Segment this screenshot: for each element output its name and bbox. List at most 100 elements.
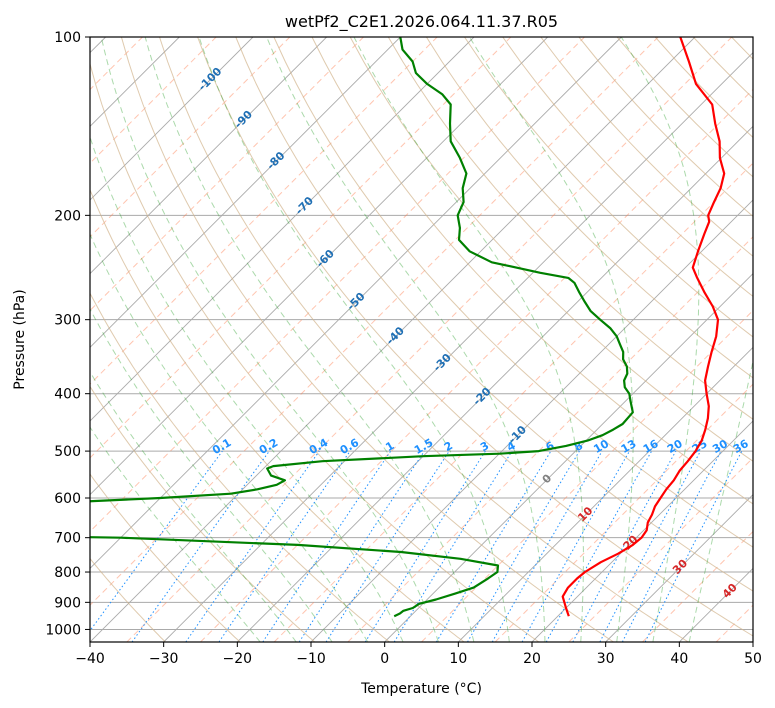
dry-adiabat-line bbox=[90, 188, 465, 642]
isotherm-gridline bbox=[384, 273, 753, 642]
isotherm-gridline bbox=[90, 37, 327, 275]
mixing-ratio-line bbox=[393, 450, 513, 642]
isotherm-dashed-line bbox=[494, 383, 753, 642]
y-tick-label: 500 bbox=[54, 444, 81, 460]
mixing-ratio-label: 1 bbox=[383, 439, 396, 454]
isotherm-label: -60 bbox=[314, 247, 337, 270]
moist-adiabat-line bbox=[90, 232, 369, 642]
isotherm-dashed-line bbox=[90, 37, 291, 238]
moist-adiabat-line bbox=[353, 37, 584, 642]
mixing-ratio-label: 10 bbox=[591, 437, 611, 456]
mixing-ratio-line bbox=[298, 450, 425, 642]
mixing-ratio-line bbox=[545, 450, 653, 642]
dry-adiabat-line bbox=[273, 37, 753, 548]
mixing-ratio-line bbox=[435, 450, 552, 642]
isotherm-gridline bbox=[310, 199, 753, 642]
x-tick-label: −30 bbox=[149, 651, 179, 667]
isotherm-dashed-line bbox=[126, 37, 733, 642]
mixing-ratio-label: 3 bbox=[478, 439, 491, 454]
mixing-ratio-line bbox=[218, 450, 351, 642]
dry-adiabat-line bbox=[90, 62, 540, 642]
isotherm-gridline bbox=[237, 125, 753, 642]
mixing-ratio-label: 6 bbox=[544, 439, 557, 454]
isotherm-gridline bbox=[90, 37, 401, 348]
dry-adiabat-line bbox=[120, 37, 614, 642]
mixing-ratio-line bbox=[644, 450, 743, 642]
isotherm-gridline bbox=[605, 494, 753, 642]
isotherm-dashed-line bbox=[90, 37, 585, 533]
isotherm-dashed-line bbox=[0, 37, 69, 642]
dry-adiabat-line bbox=[349, 37, 753, 462]
isotherm-label: 10 bbox=[575, 504, 595, 524]
x-tick-label: −10 bbox=[296, 651, 326, 667]
moist-adiabat-line bbox=[198, 37, 510, 642]
isotherm-dashed-line bbox=[642, 530, 753, 642]
mixing-ratio-label: 30 bbox=[710, 437, 730, 456]
dewpoint-profile-line bbox=[90, 37, 634, 618]
mixing-ratio-line bbox=[364, 450, 486, 642]
mixing-ratio-label: 16 bbox=[641, 437, 661, 456]
dry-adiabat-line bbox=[159, 37, 689, 642]
plot-frame bbox=[89, 36, 754, 643]
moist-adiabat-line bbox=[688, 358, 753, 642]
isotherm-gridline bbox=[163, 52, 753, 642]
isotherm-label: -20 bbox=[470, 385, 493, 408]
y-tick-label: 800 bbox=[54, 565, 81, 581]
x-axis-title: Temperature (°C) bbox=[360, 681, 482, 697]
dry-adiabat-line bbox=[387, 37, 753, 420]
moist-adiabat-line bbox=[100, 37, 439, 642]
isotherm-label: -50 bbox=[344, 290, 367, 313]
moist-adiabat-line bbox=[90, 135, 404, 642]
mixing-ratio-line bbox=[572, 450, 677, 642]
mixing-ratio-label: 0.4 bbox=[307, 436, 331, 457]
isotherm-dashed-line bbox=[90, 37, 364, 312]
moist-adiabat-line bbox=[90, 308, 333, 642]
isotherm-gridline bbox=[90, 37, 622, 569]
x-tick-label: 50 bbox=[744, 651, 762, 667]
dry-adiabat-line bbox=[90, 473, 241, 642]
isotherm-label: 30 bbox=[670, 557, 690, 577]
mixing-ratio-line bbox=[521, 450, 630, 642]
background-lines bbox=[0, 37, 753, 642]
y-tick-label: 1000 bbox=[45, 622, 81, 638]
y-tick-label: 400 bbox=[54, 387, 81, 403]
x-tick-label: 20 bbox=[523, 651, 541, 667]
isotherm-dashed-line bbox=[90, 37, 217, 164]
isotherm-label: 0 bbox=[540, 471, 555, 486]
dry-adiabat-line bbox=[578, 37, 753, 218]
dry-adiabat-line bbox=[502, 37, 753, 298]
y-tick-label: 300 bbox=[54, 313, 81, 329]
chart-title: wetPf2_C2E1.2026.064.11.37.R05 bbox=[285, 12, 558, 32]
y-tick-label: 200 bbox=[54, 208, 81, 224]
isotherm-label: -80 bbox=[264, 149, 287, 172]
dry-adiabat-line bbox=[425, 37, 753, 379]
x-tick-label: 0 bbox=[380, 651, 389, 667]
isotherm-label: -70 bbox=[293, 194, 316, 217]
axis-ticks: −40 −30 −20 −10 0 10 20 30 40 5010020030040050060… bbox=[45, 30, 762, 667]
mixing-ratio-label: 20 bbox=[665, 437, 685, 456]
y-tick-label: 600 bbox=[54, 491, 81, 507]
isotherm-dashed-line bbox=[90, 37, 512, 459]
isotherm-gridline bbox=[531, 420, 753, 642]
isotherm-dashed-line bbox=[90, 37, 659, 606]
mixing-ratio-label: 1.5 bbox=[412, 436, 435, 457]
moist-adiabat-line bbox=[90, 370, 297, 642]
y-tick-label: 900 bbox=[54, 595, 81, 611]
y-tick-label: 700 bbox=[54, 531, 81, 547]
isotherm-label: 40 bbox=[720, 581, 740, 601]
mixing-ratio-label: 0.6 bbox=[338, 436, 362, 457]
x-tick-label: 10 bbox=[449, 651, 467, 667]
mixing-ratio-label: 2 bbox=[442, 439, 455, 454]
y-axis-title: Pressure (hPa) bbox=[12, 289, 28, 389]
mixing-ratio-line bbox=[131, 450, 270, 642]
mixing-ratio-line bbox=[325, 450, 450, 642]
mixing-ratio-line bbox=[262, 450, 392, 642]
temperature-profile-line bbox=[561, 37, 726, 617]
profile-lines bbox=[90, 37, 726, 618]
isotherm-gridline bbox=[752, 641, 753, 642]
dry-adiabat-line bbox=[90, 557, 166, 642]
isotherm-label: -100 bbox=[196, 65, 225, 94]
isotherm-dashed-line bbox=[90, 37, 438, 385]
